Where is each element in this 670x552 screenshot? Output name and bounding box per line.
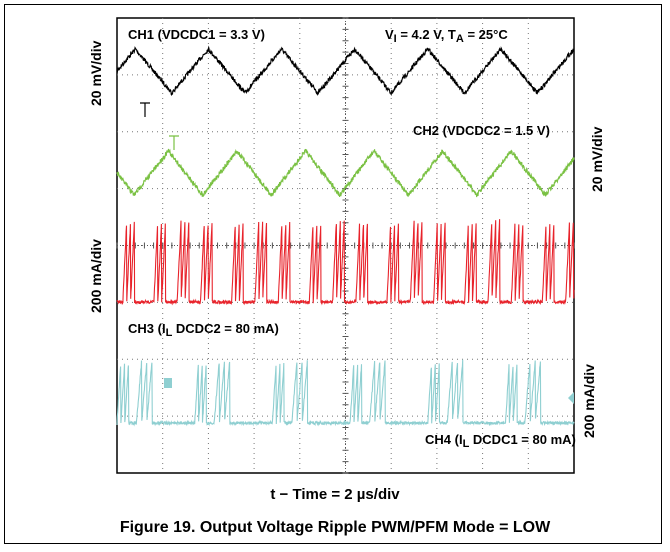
ch4-ground-marker <box>164 378 172 388</box>
ch1-label: CH1 (VDCDC1 = 3.3 V) <box>128 27 265 42</box>
ch1-cursor-marker <box>140 102 150 117</box>
conditions-label: VI = 4.2 V, TA = 25°C <box>385 27 508 45</box>
ch4-level-marker <box>568 392 574 404</box>
figure-caption: Figure 19. Output Voltage Ripple PWM/PFM… <box>119 519 551 536</box>
ch4-scale-label: 200 mA/div <box>581 364 597 438</box>
figure-frame <box>4 4 662 544</box>
ch2-scale-label: 20 mV/div <box>589 126 605 192</box>
ch2-label: CH2 (VDCDC2 = 1.5 V) <box>413 123 550 138</box>
series-trace-ch3 <box>116 219 575 306</box>
series-trace-ch4 <box>116 359 575 427</box>
series-trace-ch2 <box>116 148 575 198</box>
ch4-label: CH4 (IL DCDC1 = 80 mA) <box>425 432 576 450</box>
x-axis-label: t − Time = 2 µs/div <box>270 486 400 503</box>
ch1-scale-label: 20 mV/div <box>88 40 104 106</box>
ch2-cursor-marker <box>169 135 179 150</box>
ch3-label: CH3 (IL DCDC2 = 80 mA) <box>128 321 279 339</box>
ch3-scale-label: 200 mA/div <box>88 239 104 313</box>
series-trace-ch1 <box>116 45 575 97</box>
